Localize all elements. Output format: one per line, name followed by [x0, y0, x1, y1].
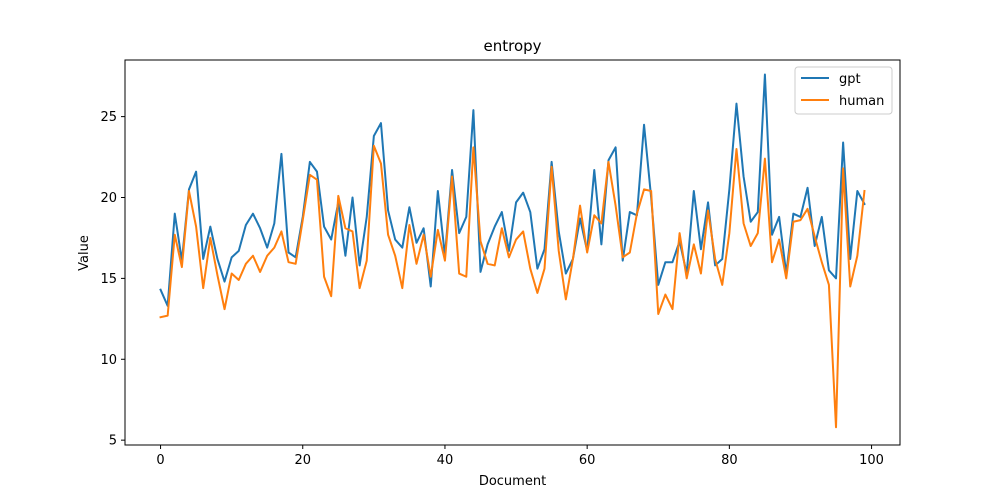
x-axis-title: Document	[479, 474, 546, 489]
series-line-human	[159, 144, 866, 429]
x-tick-label: 20	[294, 453, 311, 468]
legend-label-gpt: gpt	[839, 72, 861, 87]
y-tick-label: 15	[100, 272, 117, 287]
series-line-gpt	[159, 73, 866, 307]
legend: gpt human	[794, 66, 893, 115]
y-tick-label: 5	[109, 434, 117, 449]
plot-area	[124, 59, 901, 446]
plot-frame	[124, 59, 901, 446]
legend-label-human: human	[839, 94, 884, 109]
x-tick-label: 0	[156, 453, 164, 468]
x-tick-label: 40	[437, 453, 454, 468]
x-tick-label: 100	[859, 453, 884, 468]
y-axis: 5 10 15 20 25	[100, 110, 125, 449]
x-tick-label: 80	[721, 453, 738, 468]
y-tick-label: 20	[100, 191, 117, 206]
series-layer	[159, 73, 866, 429]
x-axis: 0 20 40 60 80 100	[156, 445, 884, 468]
y-tick-label: 10	[100, 353, 117, 368]
x-tick-label: 60	[579, 453, 596, 468]
y-axis-title: Value	[77, 235, 92, 271]
chart-title: entropy	[483, 37, 541, 55]
y-tick-label: 25	[100, 110, 117, 125]
